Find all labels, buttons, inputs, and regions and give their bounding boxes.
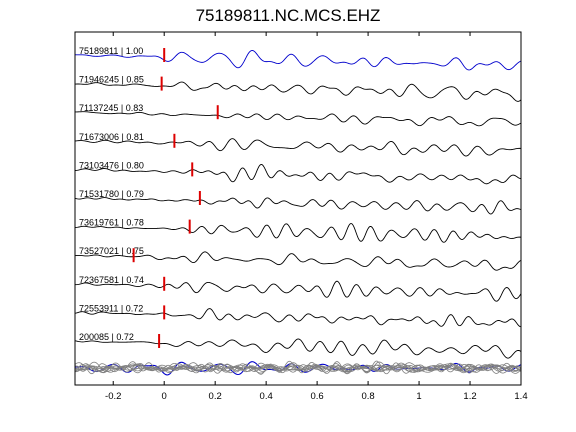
trace-line	[74, 163, 522, 185]
trace-label: 73619761 | 0.78	[79, 218, 144, 228]
trace-label: 72553911 | 0.72	[79, 303, 143, 313]
x-tick-label: 0.2	[209, 391, 222, 402]
trace-label: 200085 | 0.72	[79, 332, 134, 342]
trace-label: 71946245 | 0.85	[79, 75, 144, 85]
x-tick-label: -0.2	[105, 391, 121, 402]
trace-line	[74, 81, 522, 102]
trace-label: 71673006 | 0.81	[79, 132, 144, 142]
trace-label: 73527021 | 0.75	[79, 246, 144, 256]
trace-line	[74, 338, 522, 359]
plot-frame	[74, 31, 522, 386]
x-tick-label: 1.4	[514, 391, 527, 402]
trace-label: 71531780 | 0.79	[79, 189, 144, 199]
trace-label: 75189811 | 1.00	[79, 46, 143, 56]
trace-label: 72367581 | 0.74	[79, 275, 144, 285]
stack-trace	[74, 361, 522, 375]
x-tick-label: 0.6	[311, 391, 324, 402]
trace-line	[75, 222, 522, 243]
stack-overlay-group	[74, 360, 522, 376]
x-tick-label: 0.4	[260, 391, 273, 402]
x-tick-label: 1	[416, 391, 421, 402]
traces-group: 75189811 | 1.00 71946245 | 0.85 71137245 |…	[74, 46, 522, 359]
trace-line	[74, 111, 522, 127]
trace-label: 71137245 | 0.83	[79, 103, 143, 113]
trace-line	[74, 308, 522, 328]
trace-line	[74, 50, 522, 71]
x-tick-label: 0	[162, 391, 167, 402]
trace-line	[74, 280, 522, 302]
x-tick-label: 1.2	[463, 391, 476, 402]
trace-line	[74, 138, 522, 157]
trace-line	[74, 251, 522, 271]
trace-line	[74, 197, 522, 215]
chart-title: 75189811.NC.MCS.EHZ	[195, 6, 381, 25]
x-axis: -0.2 0 0.2 0.4 0.6 0.8 1 1.2 1.4	[105, 32, 528, 402]
trace-label: 73103476 | 0.80	[79, 160, 144, 170]
x-tick-label: 0.8	[361, 391, 374, 402]
